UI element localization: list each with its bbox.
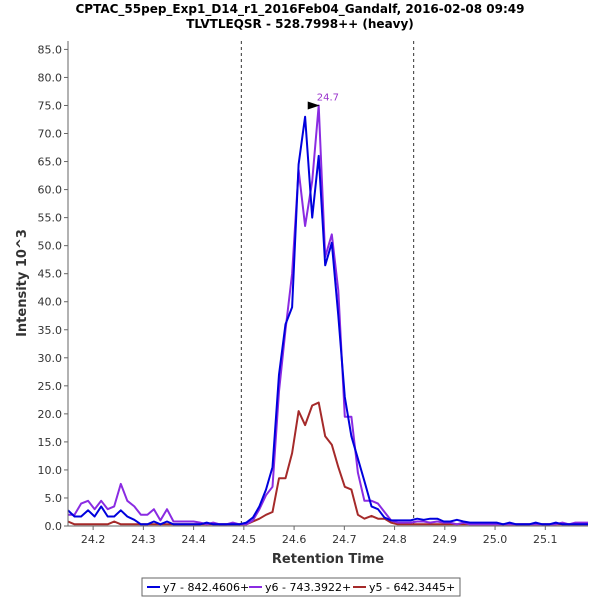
y-tick-label: 0.0 bbox=[45, 520, 63, 533]
peak-annotation: 24.7 bbox=[307, 92, 339, 110]
y-ticks: 0.0 5.0 10.0 15.0 20.0 25.0 30.0 35.0 40.0 45.0 50… bbox=[38, 43, 68, 533]
legend-entry: y7 - 842.4606+ bbox=[163, 581, 249, 594]
x-tick-label: 24.6 bbox=[282, 533, 307, 546]
y-tick-label: 70.0 bbox=[38, 128, 63, 141]
peak-label: 24.7 bbox=[317, 92, 339, 103]
x-ticks: 24.2 24.3 24.4 24.5 24.6 24.7 24.8 24.9 25.0 25.1 bbox=[81, 526, 558, 546]
y-tick-label: 40.0 bbox=[38, 296, 63, 309]
peak-marker-icon bbox=[307, 101, 320, 110]
x-tick-label: 24.3 bbox=[131, 533, 156, 546]
y-tick-label: 25.0 bbox=[38, 380, 63, 393]
y-tick-label: 60.0 bbox=[38, 184, 63, 197]
plot-area bbox=[68, 41, 588, 526]
y-tick-label: 65.0 bbox=[38, 156, 63, 169]
y-tick-label: 35.0 bbox=[38, 324, 63, 337]
x-tick-label: 24.4 bbox=[181, 533, 206, 546]
legend-box bbox=[141, 577, 461, 597]
y-tick-label: 5.0 bbox=[45, 492, 63, 505]
y-tick-label: 50.0 bbox=[38, 240, 63, 253]
y-axis-label: Intensity 10^3 bbox=[15, 229, 30, 337]
integration-boundaries bbox=[240, 41, 415, 526]
x-tick-label: 24.8 bbox=[382, 533, 407, 546]
y-tick-label: 20.0 bbox=[38, 408, 63, 421]
y-tick-label: 30.0 bbox=[38, 352, 63, 365]
x-tick-label: 24.9 bbox=[433, 533, 458, 546]
y-tick-label: 10.0 bbox=[38, 464, 63, 477]
legend-entry: y5 - 642.3445+ bbox=[369, 581, 455, 594]
x-axis-label: Retention Time bbox=[272, 552, 384, 567]
y-tick-label: 15.0 bbox=[38, 436, 63, 449]
x-tick-label: 24.5 bbox=[232, 533, 257, 546]
x-tick-label: 24.2 bbox=[81, 533, 106, 546]
x-tick-label: 25.1 bbox=[533, 533, 558, 546]
y-tick-label: 55.0 bbox=[38, 212, 63, 225]
y-tick-label: 85.0 bbox=[38, 43, 63, 56]
chart-title: CPTAC_55pep_Exp1_D14_r1_2016Feb04_Gandal… bbox=[75, 2, 524, 17]
chart-subtitle: TLVTLEQSR - 528.7998++ (heavy) bbox=[186, 17, 414, 31]
x-tick-label: 25.0 bbox=[483, 533, 508, 546]
legend: y7 - 842.4606+ y6 - 743.3922+ y5 - 642.344… bbox=[141, 577, 461, 597]
y-tick-label: 75.0 bbox=[38, 99, 63, 112]
y-tick-label: 45.0 bbox=[38, 268, 63, 281]
legend-entry: y6 - 743.3922+ bbox=[265, 581, 351, 594]
series-line-y7 bbox=[67, 115, 588, 526]
series-group bbox=[67, 104, 588, 526]
x-tick-label: 24.7 bbox=[332, 533, 357, 546]
y-tick-label: 80.0 bbox=[38, 71, 63, 84]
